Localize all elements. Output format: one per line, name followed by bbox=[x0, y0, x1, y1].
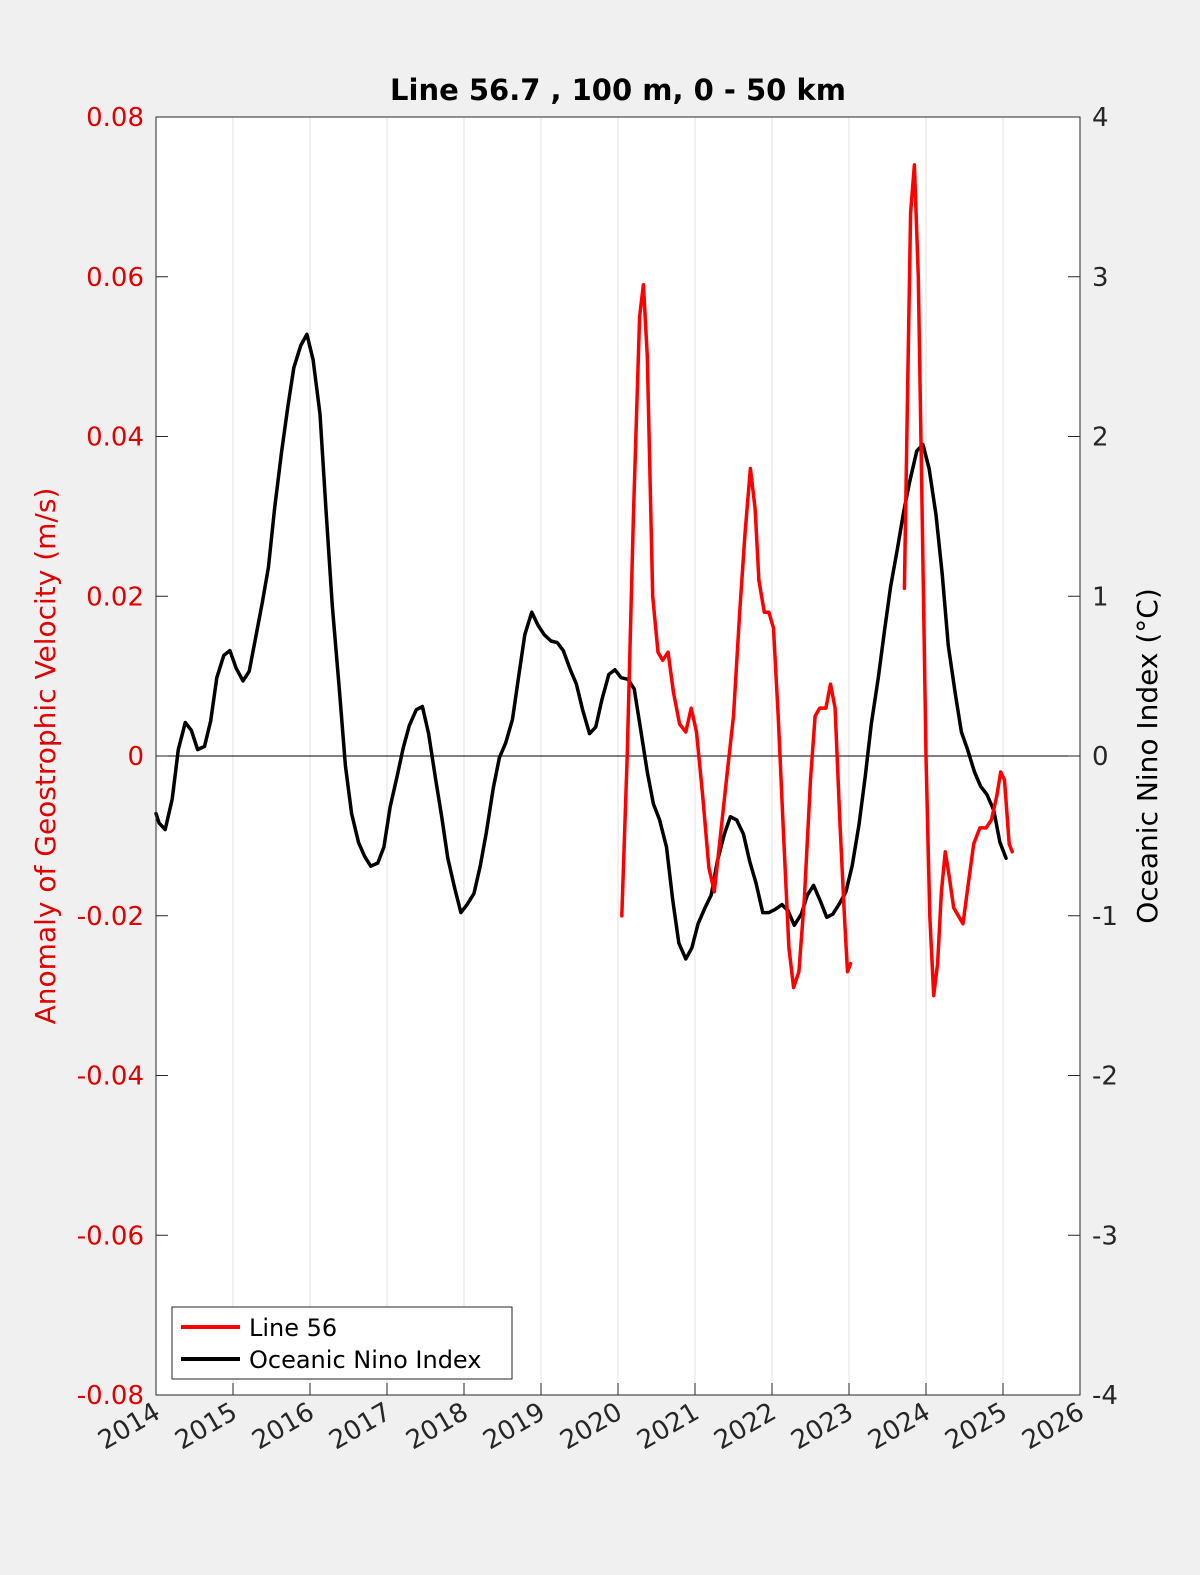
x-tick-label: 2016 bbox=[247, 1397, 319, 1456]
x-tick-label: 2021 bbox=[632, 1397, 704, 1456]
series-line-line56-segment-2 bbox=[902, 163, 1014, 998]
y-left-tick-labels: -0.08 -0.06 -0.04 -0.02 0 0.02 0.04 0.06 0.08 bbox=[77, 103, 144, 1411]
x-tick-label: 2023 bbox=[786, 1397, 858, 1456]
y-axis-left-label: Anomaly of Geostrophic Velocity (m/s) bbox=[29, 488, 62, 1025]
legend-box bbox=[171, 1306, 513, 1380]
x-tick-label: 2022 bbox=[709, 1397, 781, 1456]
y-left-tick-label: -0.06 bbox=[77, 1221, 144, 1251]
y-axis-right-label: Oceanic Nino Index (°C) bbox=[1131, 588, 1164, 924]
x-tick-labels: 2014 2015 2016 2017 2018 2019 2020 2021 2022 2023… bbox=[93, 1397, 1089, 1456]
y-left-tick-label: 0.06 bbox=[86, 263, 144, 293]
y-right-tick-label: 0 bbox=[1092, 742, 1109, 772]
chart-title: Line 56.7 , 100 m, 0 - 50 km bbox=[390, 73, 846, 107]
y-left-tick-label: -0.08 bbox=[77, 1381, 144, 1411]
series-line-oceanic-nino-index bbox=[154, 332, 1008, 961]
y-left-tick-label: 0.04 bbox=[86, 423, 144, 453]
series-layer bbox=[154, 163, 1014, 998]
ticks bbox=[155, 116, 1081, 1396]
x-tick-label: 2019 bbox=[478, 1397, 550, 1456]
y-right-tick-label: 3 bbox=[1092, 263, 1109, 293]
y-left-tick-label: 0.08 bbox=[86, 103, 144, 133]
y-left-tick-label: -0.04 bbox=[77, 1062, 144, 1092]
x-tick-label: 2015 bbox=[170, 1397, 242, 1456]
legend-label-line56: Line 56 bbox=[249, 1314, 337, 1342]
x-tick-label: 2020 bbox=[555, 1397, 627, 1456]
y-right-tick-label: -1 bbox=[1092, 902, 1118, 932]
x-tick-label: 2018 bbox=[401, 1397, 473, 1456]
y-right-tick-labels: -4 -3 -2 -1 0 1 2 3 4 bbox=[1092, 103, 1118, 1411]
y-right-tick-label: 4 bbox=[1092, 103, 1109, 133]
y-left-tick-label: 0 bbox=[127, 742, 144, 772]
y-right-tick-label: -3 bbox=[1092, 1221, 1118, 1251]
y-right-tick-label: 2 bbox=[1092, 423, 1109, 453]
x-tick-label: 2024 bbox=[863, 1397, 935, 1456]
y-left-tick-label: 0.02 bbox=[86, 582, 144, 612]
y-right-tick-label: -4 bbox=[1092, 1381, 1118, 1411]
series-line-line56-segment-1 bbox=[620, 282, 853, 990]
x-tick-label: 2026 bbox=[1017, 1397, 1089, 1456]
y-right-tick-label: 1 bbox=[1092, 582, 1109, 612]
legend: Line 56 Oceanic Nino Index bbox=[171, 1306, 513, 1380]
x-tick-label: 2017 bbox=[324, 1397, 396, 1456]
y-right-tick-label: -2 bbox=[1092, 1062, 1118, 1092]
x-tick-label: 2025 bbox=[940, 1397, 1012, 1456]
legend-label-oni: Oceanic Nino Index bbox=[249, 1346, 481, 1374]
y-left-tick-label: -0.02 bbox=[77, 902, 144, 932]
